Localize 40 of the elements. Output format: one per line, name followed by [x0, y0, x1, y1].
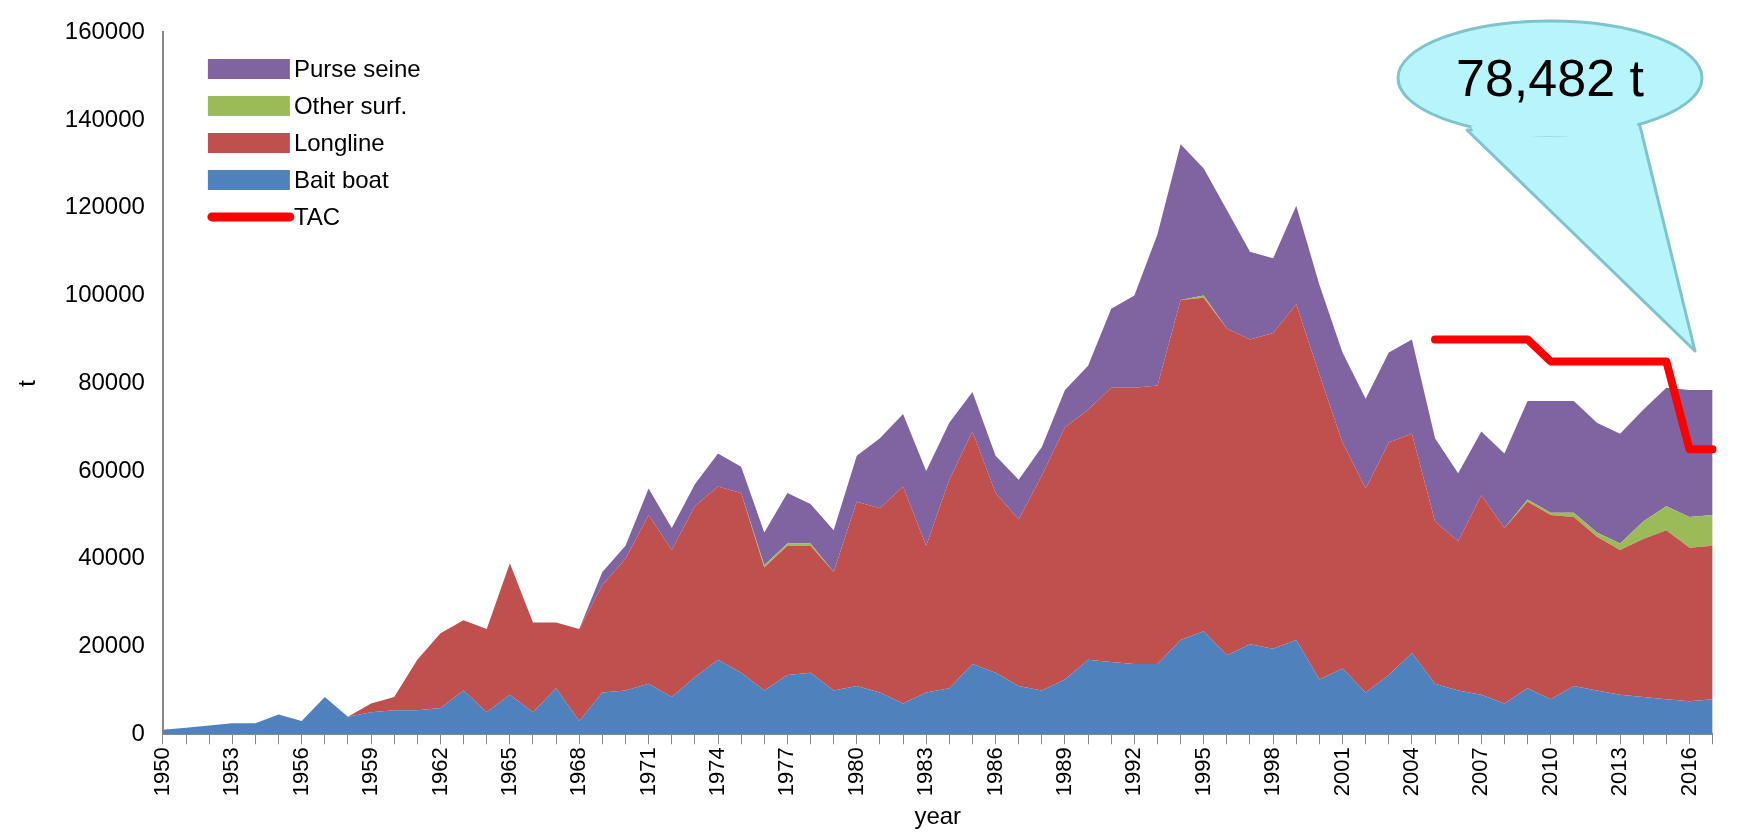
x-tick-label: 1956 [287, 747, 313, 797]
x-tick-label: 1986 [981, 747, 1007, 797]
x-tick-label: 2007 [1467, 747, 1493, 797]
x-tick-label: 2013 [1606, 747, 1632, 797]
x-tick-label: 1962 [426, 747, 452, 797]
x-tick-label: 2001 [1328, 747, 1354, 797]
x-tick-label: 1965 [495, 747, 521, 797]
y-tick-label: 140000 [64, 104, 145, 132]
x-tick-label: 1974 [704, 747, 730, 797]
y-axis-title: t [13, 379, 41, 387]
y-tick-label: 80000 [78, 367, 145, 395]
legend-label: Longline [293, 128, 385, 156]
x-tick-label: 2004 [1397, 747, 1423, 797]
x-tick-label: 2016 [1675, 747, 1701, 797]
y-tick-label: 120000 [64, 192, 145, 220]
x-tick-label: 1980 [842, 747, 868, 797]
x-tick-label: 1971 [634, 747, 660, 797]
y-tick-label: 20000 [78, 631, 145, 659]
y-tick-label: 160000 [64, 17, 145, 45]
y-tick-label: 100000 [64, 280, 145, 308]
y-tick-label: 60000 [78, 455, 145, 483]
x-axis-title: year [914, 802, 962, 830]
y-tick-label: 0 [131, 718, 145, 746]
legend-label: Bait boat [293, 165, 389, 193]
x-tick-label: 1977 [773, 747, 799, 797]
x-tick-label: 1995 [1189, 747, 1215, 797]
annotation: 78,482 t [1456, 48, 1644, 108]
x-tick-label: 1950 [148, 747, 174, 797]
x-tick-label: 1953 [218, 747, 244, 797]
x-tick-label: 1992 [1120, 747, 1146, 797]
x-tick-label: 1968 [565, 747, 591, 797]
legend-label: Other surf. [293, 91, 408, 119]
x-tick-label: 1959 [357, 747, 383, 797]
legend-label: Purse seine [293, 54, 421, 82]
x-tick-label: 1989 [1051, 747, 1077, 797]
x-tick-label: 2010 [1536, 747, 1562, 797]
y-tick-label: 40000 [78, 543, 145, 571]
legend-label: TAC [293, 202, 341, 230]
x-tick-label: 1998 [1259, 747, 1285, 797]
x-tick-label: 1983 [912, 747, 938, 797]
